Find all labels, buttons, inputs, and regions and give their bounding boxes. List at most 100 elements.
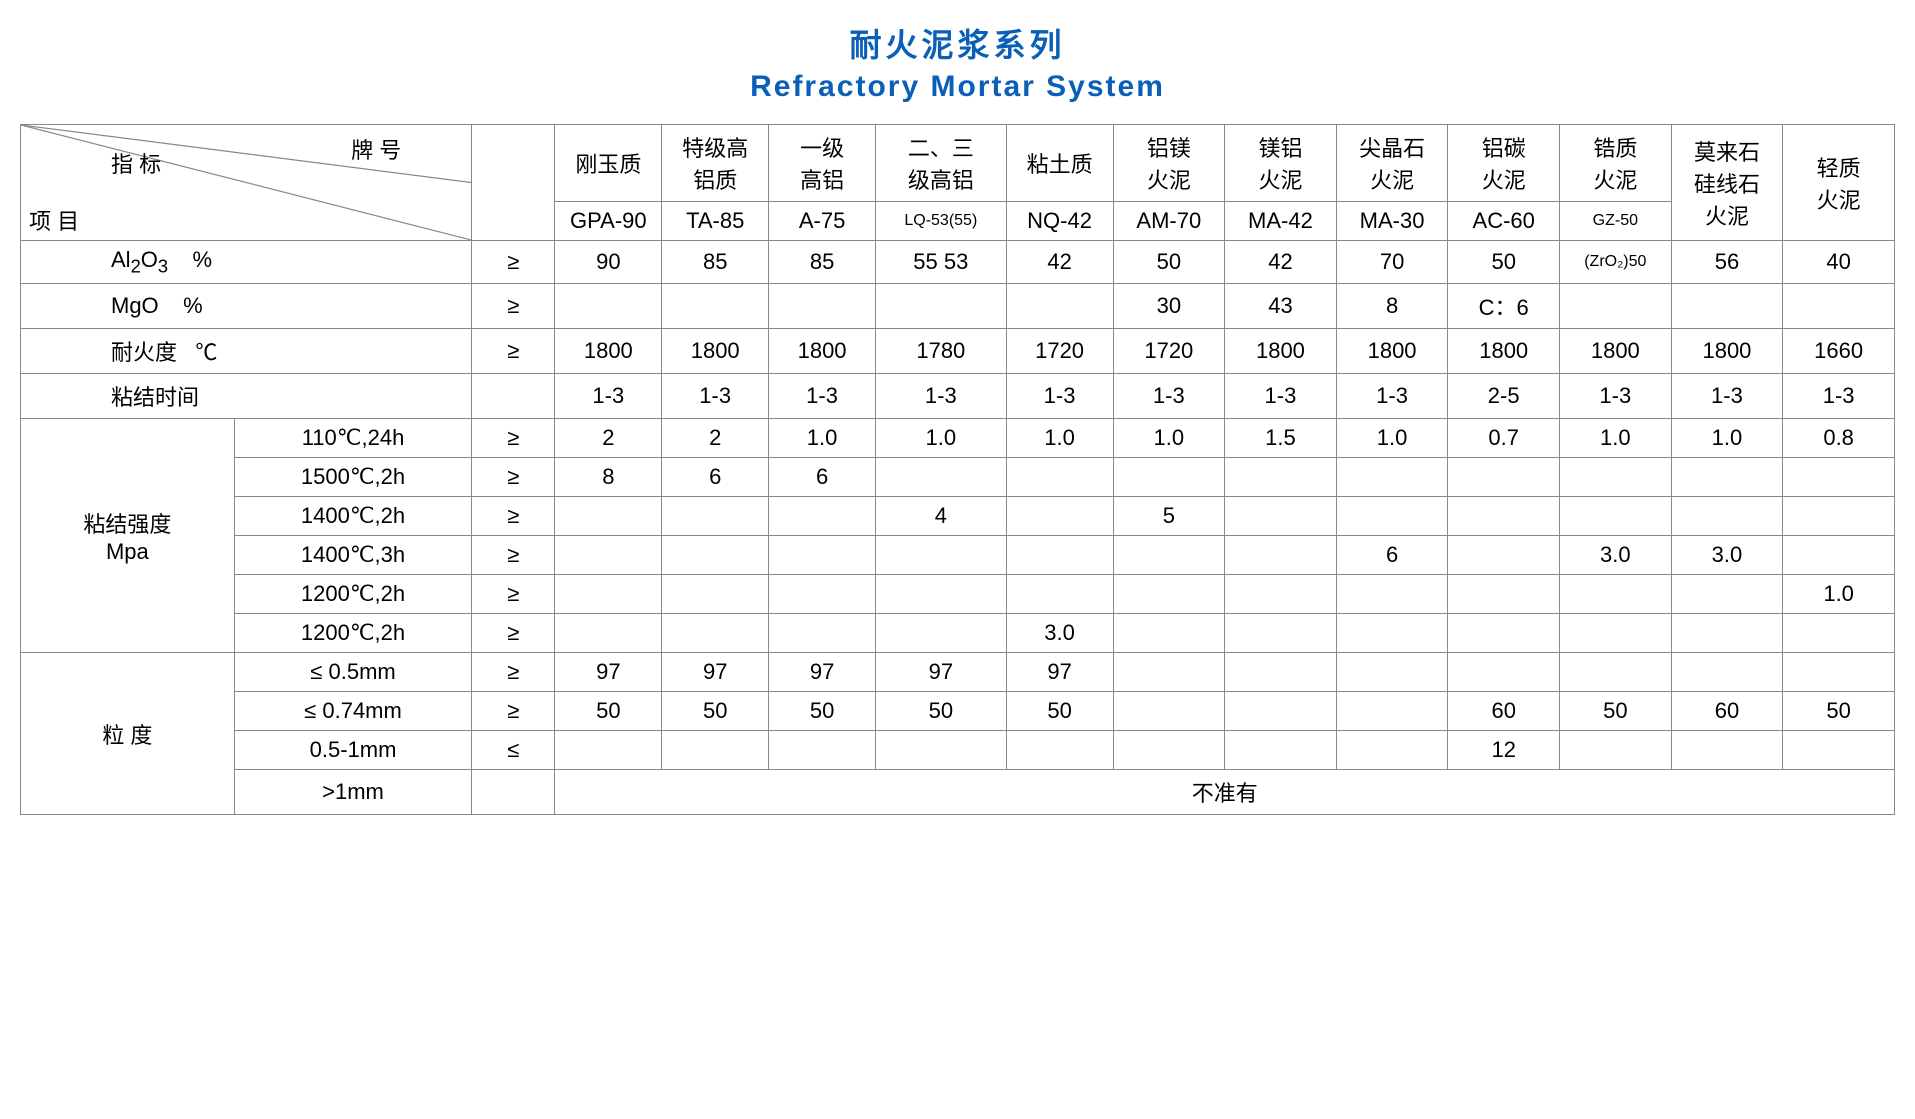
data-cell: 1-3 [1783, 374, 1895, 419]
data-cell [1225, 536, 1337, 575]
data-cell [1448, 614, 1560, 653]
data-cell: 1.0 [1336, 419, 1448, 458]
data-cell: 40 [1783, 241, 1895, 284]
data-cell: 1.0 [1671, 419, 1783, 458]
data-cell [1336, 692, 1448, 731]
op-cell: ≥ [472, 241, 555, 284]
data-cell [1113, 653, 1225, 692]
data-cell [1006, 458, 1113, 497]
op-cell [472, 374, 555, 419]
data-cell: C：6 [1448, 284, 1560, 329]
col-code: TA-85 [662, 202, 769, 241]
data-cell [1225, 731, 1337, 770]
data-cell [1783, 497, 1895, 536]
data-cell [1225, 497, 1337, 536]
data-cell: 97 [876, 653, 1007, 692]
op-cell: ≥ [472, 419, 555, 458]
data-cell [769, 575, 876, 614]
col-header: 刚玉质 [555, 125, 662, 202]
data-cell [1671, 497, 1783, 536]
data-cell: 97 [1006, 653, 1113, 692]
data-cell [1560, 497, 1672, 536]
data-cell [1671, 284, 1783, 329]
data-cell [1113, 458, 1225, 497]
data-cell: 1800 [1560, 329, 1672, 374]
data-cell: 8 [555, 458, 662, 497]
op-cell: ≥ [472, 329, 555, 374]
data-cell: 6 [769, 458, 876, 497]
data-cell [1336, 614, 1448, 653]
data-cell [1225, 575, 1337, 614]
op-cell: ≤ [472, 731, 555, 770]
col-header: 尖晶石火泥 [1336, 125, 1448, 202]
data-cell: 0.7 [1448, 419, 1560, 458]
data-cell [876, 536, 1007, 575]
data-cell [1336, 458, 1448, 497]
op-cell: ≥ [472, 284, 555, 329]
data-cell: 60 [1671, 692, 1783, 731]
data-cell [1671, 614, 1783, 653]
data-cell: 12 [1448, 731, 1560, 770]
data-cell [1225, 458, 1337, 497]
col-header: 一级高铝 [769, 125, 876, 202]
data-cell: 1780 [876, 329, 1007, 374]
data-cell: 1.0 [1783, 575, 1895, 614]
data-cell: 50 [1448, 241, 1560, 284]
data-cell: 1800 [1336, 329, 1448, 374]
data-cell [1671, 731, 1783, 770]
data-cell: 50 [1560, 692, 1672, 731]
data-cell [555, 284, 662, 329]
data-cell [876, 284, 1007, 329]
data-cell [1006, 536, 1113, 575]
data-cell [1336, 653, 1448, 692]
col-code: NQ-42 [1006, 202, 1113, 241]
span-cell: 不准有 [555, 770, 1895, 815]
op-cell: ≥ [472, 692, 555, 731]
op-cell: ≥ [472, 458, 555, 497]
data-cell: 3.0 [1560, 536, 1672, 575]
data-cell: 1.0 [1113, 419, 1225, 458]
data-cell [1448, 536, 1560, 575]
data-cell: 4 [876, 497, 1007, 536]
data-cell: 1-3 [1113, 374, 1225, 419]
data-cell [1006, 575, 1113, 614]
op-cell: ≥ [472, 497, 555, 536]
data-cell [662, 497, 769, 536]
data-cell: 3.0 [1671, 536, 1783, 575]
data-cell: 1-3 [662, 374, 769, 419]
data-cell [769, 536, 876, 575]
data-cell [1560, 614, 1672, 653]
data-cell: 1800 [555, 329, 662, 374]
data-cell [769, 731, 876, 770]
data-cell: (ZrO₂)50 [1560, 241, 1672, 284]
data-cell: 1720 [1113, 329, 1225, 374]
data-cell [1560, 575, 1672, 614]
strength-group: 粘结强度Mpa [21, 419, 235, 653]
data-cell [876, 731, 1007, 770]
data-cell [1448, 497, 1560, 536]
title-english: Refractory Mortar System [20, 70, 1895, 104]
data-cell [1783, 284, 1895, 329]
cond-cell: ≤ 0.5mm [234, 653, 472, 692]
data-cell: 85 [662, 241, 769, 284]
col-code: GPA-90 [555, 202, 662, 241]
op-cell: ≥ [472, 575, 555, 614]
col-header: 粘土质 [1006, 125, 1113, 202]
data-cell [1006, 284, 1113, 329]
data-cell: 1.0 [876, 419, 1007, 458]
data-cell [662, 614, 769, 653]
data-cell: 1.5 [1225, 419, 1337, 458]
data-cell [1783, 731, 1895, 770]
col-header: 铝碳火泥 [1448, 125, 1560, 202]
data-cell: 1-3 [1225, 374, 1337, 419]
data-cell [1560, 731, 1672, 770]
col-code: A-75 [769, 202, 876, 241]
data-cell: 30 [1113, 284, 1225, 329]
cond-cell: ≤ 0.74mm [234, 692, 472, 731]
data-cell: 1-3 [1006, 374, 1113, 419]
data-cell [1783, 458, 1895, 497]
data-cell: 97 [662, 653, 769, 692]
mortar-table: 牌 号 指 标 项 目刚玉质特级高铝质一级高铝二、三级高铝粘土质铝镁火泥镁铝火泥… [20, 124, 1895, 815]
data-cell [1225, 653, 1337, 692]
data-cell: 6 [1336, 536, 1448, 575]
